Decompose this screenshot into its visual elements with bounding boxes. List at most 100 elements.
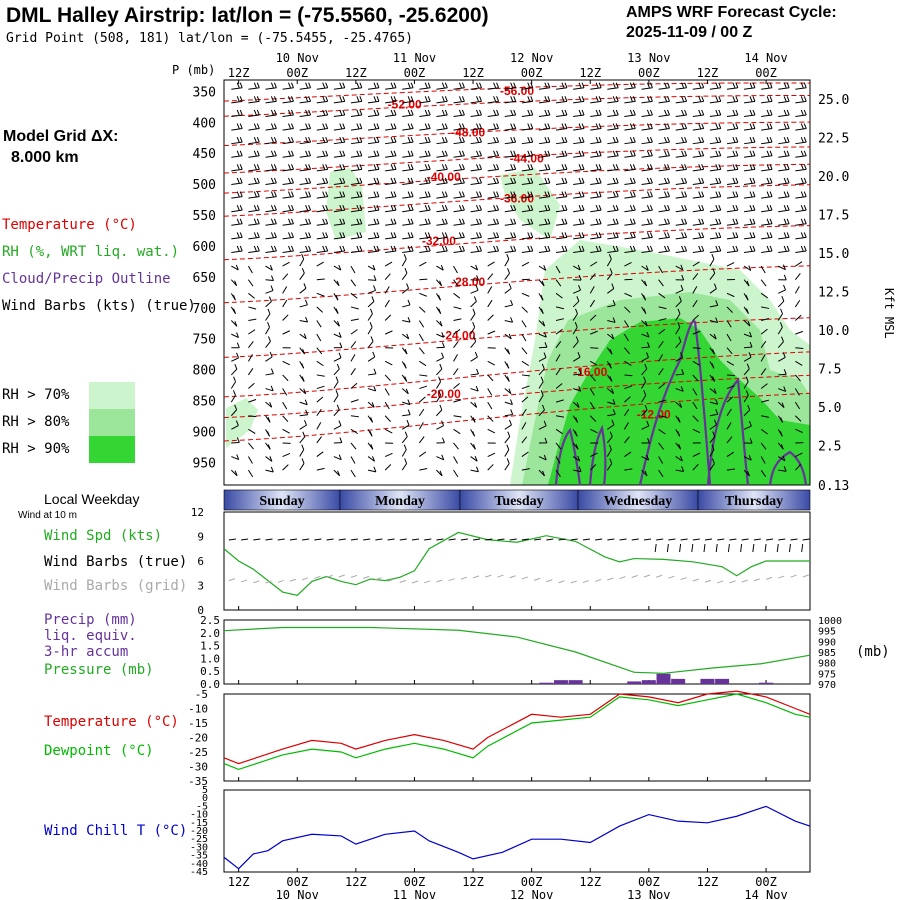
wind-barb-grid (643, 574, 651, 578)
wind-barb-feather (698, 245, 702, 252)
wind-barb-shaft (538, 357, 547, 362)
wind-barb (504, 150, 517, 158)
wind-barb-shaft (453, 223, 465, 226)
wind-barb-feather (747, 470, 750, 477)
wind-barb-shaft (487, 330, 496, 335)
wind-barb-shaft (367, 265, 376, 271)
wind-barb (470, 204, 482, 213)
wind-barb-true (582, 538, 590, 541)
wind-barb-feather (493, 191, 497, 197)
wind-barb (418, 333, 424, 342)
wind-barb (299, 299, 308, 308)
wind-barb-shaft (265, 326, 270, 335)
wind-barb-feather (769, 123, 773, 129)
wind-barb-feather (527, 96, 531, 102)
wind-barb-shaft (692, 347, 701, 349)
wind-barb-feather (561, 164, 565, 170)
wind-ytick: 6 (197, 555, 204, 568)
time-tick-top: 00Z (286, 66, 308, 80)
pressure-ytick: 995 (818, 627, 836, 638)
wind-barb-shaft (487, 401, 493, 410)
wind-barb (453, 415, 462, 418)
wind-barb-shaft (778, 289, 786, 294)
wind-barb (333, 136, 346, 145)
wind-barb-feather (715, 123, 719, 129)
isotherm-1 (223, 95, 811, 117)
wind-barb-shaft (299, 250, 311, 254)
wind-barb (333, 352, 342, 362)
wind-barb-feather (544, 177, 548, 184)
wind-barb-feather (681, 274, 685, 281)
wind-barb-shaft (795, 360, 803, 366)
wind-ytick: 9 (197, 531, 204, 544)
wind-barb (333, 320, 340, 327)
wind-barb (726, 177, 739, 185)
wind-barb-feather (578, 191, 582, 197)
temp-ytick: -35 (188, 775, 208, 788)
wind-barb-shaft (487, 236, 499, 240)
wind-barb (692, 82, 705, 90)
wind-barb-feather (475, 285, 479, 291)
wind-barb (573, 136, 585, 145)
wind-barb-shaft (761, 128, 773, 131)
wind-barb-feather (718, 136, 722, 143)
wind-barb-shaft (641, 155, 653, 158)
wind-barb-shaft (709, 182, 721, 185)
wind-barb-shaft (504, 401, 513, 405)
wind-barb-shaft (419, 292, 427, 297)
wind-barb-feather (424, 218, 428, 224)
wind-barb (761, 218, 773, 226)
wind-barb (795, 177, 807, 185)
wind-barb-feather (407, 177, 411, 184)
wind-barb (248, 415, 257, 418)
wind-barb-shaft (384, 261, 393, 267)
wind-barb-feather (441, 109, 445, 116)
wind-barb (538, 123, 551, 131)
wind-barb-shaft (401, 436, 408, 444)
wind-barb-feather (236, 123, 240, 129)
wind-barb-feather (441, 191, 445, 197)
wind-barb-feather (646, 454, 650, 461)
wind-barb-shaft (265, 373, 274, 376)
wind-barb-feather (291, 245, 294, 252)
wind-barb (641, 293, 647, 301)
wind-barb-feather (475, 466, 479, 472)
wind-barb-feather (800, 136, 804, 143)
wind-barb-feather (530, 109, 534, 116)
wind-barb (333, 82, 346, 90)
wind-barb-shaft (606, 273, 613, 281)
wind-barb (778, 274, 787, 281)
wind-barb-feather (339, 109, 343, 116)
wind-barb-true (595, 538, 603, 541)
wind-barb-feather (615, 150, 619, 156)
wind-barb-feather (718, 191, 722, 197)
wind-barb (402, 191, 414, 199)
wind-barb-shaft (606, 436, 613, 444)
wind-barb (453, 123, 465, 131)
wind-barb (504, 431, 511, 444)
wind-barb-feather (508, 333, 512, 340)
wind-barb-feather (664, 218, 667, 224)
wind-barb-grid (314, 575, 321, 579)
rh-region-6 (600, 448, 660, 485)
wind-barb (555, 232, 568, 240)
wind-barb-feather (342, 109, 346, 116)
wind-barb-shaft (692, 168, 704, 172)
wind-barb (265, 336, 271, 349)
wind-barb-shaft (230, 469, 238, 477)
wind-barb-feather (270, 232, 274, 238)
wind-barb-shaft (470, 401, 477, 408)
wind-barb-shaft (231, 196, 243, 199)
wind-barb (572, 336, 579, 349)
wind-barb-feather (269, 456, 273, 462)
wind-barb (384, 360, 393, 366)
wind-barb-feather (615, 96, 619, 102)
isotherm-6 (223, 225, 811, 261)
wind-barb-feather (677, 417, 681, 423)
wind-barb (333, 177, 346, 185)
wind-barb-feather (273, 204, 277, 211)
wind-barb-feather (732, 232, 736, 238)
wind-barb-shaft (350, 306, 359, 310)
wind-barb-shaft (367, 196, 380, 199)
wind-barb-shaft (521, 396, 529, 403)
